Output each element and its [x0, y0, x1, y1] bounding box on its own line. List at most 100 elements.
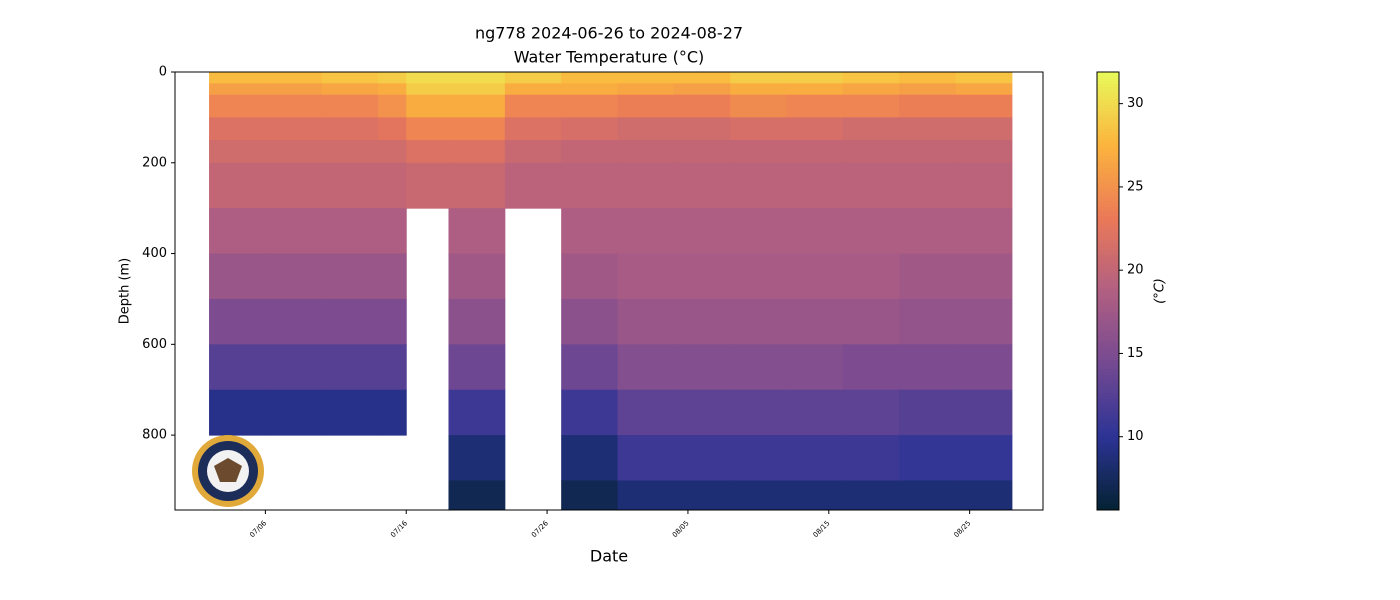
colorbar-swatch — [1097, 138, 1119, 142]
colorbar-swatch — [1097, 393, 1119, 397]
colorbar-swatch — [1097, 342, 1119, 346]
colorbar-swatch — [1097, 450, 1119, 454]
x-tick-label: 08/15 — [812, 519, 832, 539]
heat-cell — [265, 344, 323, 391]
colorbar-swatch — [1097, 309, 1119, 313]
colorbar-swatch — [1097, 468, 1119, 472]
heat-cell — [842, 94, 900, 118]
colorbar-swatch — [1097, 276, 1119, 280]
heat-cell — [786, 94, 844, 118]
heat-cell — [617, 253, 675, 300]
colorbar-swatch — [1097, 120, 1119, 124]
colorbar-swatch — [1097, 162, 1119, 166]
colorbar-swatch — [1097, 492, 1119, 496]
colorbar-swatch — [1097, 465, 1119, 469]
colorbar-tick-label: 25 — [1127, 179, 1144, 194]
colorbar-swatch — [1097, 486, 1119, 490]
heat-cell — [406, 162, 449, 209]
colorbar-swatch — [1097, 150, 1119, 154]
heat-cell — [448, 140, 506, 164]
heat-cell — [561, 344, 619, 391]
heat-cell — [786, 162, 844, 209]
heatmap — [209, 72, 1013, 511]
heat-cell — [265, 117, 323, 141]
colorbar-swatch — [1097, 270, 1119, 274]
colorbar-swatch — [1097, 420, 1119, 424]
heat-cell — [561, 72, 619, 84]
colorbar-swatch — [1097, 111, 1119, 115]
colorbar-swatch — [1097, 456, 1119, 460]
heat-cell — [730, 208, 788, 255]
colorbar-swatch — [1097, 414, 1119, 418]
heat-cell — [209, 83, 266, 96]
colorbar-swatch — [1097, 477, 1119, 481]
y-tick-label: 800 — [142, 428, 167, 443]
heat-cell — [955, 208, 1013, 255]
heat-cell — [321, 117, 379, 141]
colorbar-swatch — [1097, 417, 1119, 421]
heat-cell — [265, 83, 323, 96]
heat-cell — [321, 162, 379, 209]
colorbar-swatch — [1097, 222, 1119, 226]
heat-cell — [673, 344, 731, 391]
colorbar-swatch — [1097, 180, 1119, 184]
colorbar-swatch — [1097, 384, 1119, 388]
heat-cell — [617, 208, 675, 255]
colorbar-swatch — [1097, 207, 1119, 211]
heat-cell — [406, 83, 449, 96]
colorbar-swatch — [1097, 237, 1119, 241]
colorbar-swatch — [1097, 378, 1119, 382]
heat-cell — [842, 480, 900, 511]
heat-cell — [955, 117, 1013, 141]
colorbar-swatch — [1097, 399, 1119, 403]
heat-cell — [209, 298, 266, 345]
heat-cell — [617, 480, 675, 511]
colorbar-swatch — [1097, 411, 1119, 415]
heat-cell — [730, 83, 788, 96]
colorbar-swatch — [1097, 408, 1119, 412]
heat-cell — [673, 117, 731, 141]
heat-cell — [730, 389, 788, 436]
heat-cell — [673, 298, 731, 345]
heat-cell — [955, 162, 1013, 209]
heat-cell — [899, 162, 957, 209]
heat-cell — [842, 253, 900, 300]
colorbar-swatch — [1097, 375, 1119, 379]
colorbar-swatch — [1097, 330, 1119, 334]
heat-cell — [955, 83, 1013, 96]
x-tick-label: 07/06 — [248, 519, 268, 539]
colorbar-swatch — [1097, 216, 1119, 220]
colorbar-swatch — [1097, 423, 1119, 427]
heat-cell — [730, 162, 788, 209]
heat-cell — [378, 83, 407, 96]
heat-cell — [265, 208, 323, 255]
colorbar-swatch — [1097, 96, 1119, 100]
colorbar-swatch — [1097, 474, 1119, 478]
heat-cell — [321, 72, 379, 84]
heat-cell — [899, 344, 957, 391]
heat-cell — [673, 480, 731, 511]
heat-cell — [561, 435, 619, 481]
colorbar-swatch — [1097, 483, 1119, 487]
colorbar-swatch — [1097, 324, 1119, 328]
x-tick-label: 07/26 — [530, 519, 550, 539]
heat-cell — [730, 298, 788, 345]
colorbar-swatch — [1097, 90, 1119, 94]
heat-cell — [406, 94, 449, 118]
heat-cell — [899, 298, 957, 345]
colorbar-swatch — [1097, 405, 1119, 409]
colorbar-swatch — [1097, 126, 1119, 130]
chart-title: ng778 2024-06-26 to 2024-08-27 — [475, 24, 743, 43]
heat-cell — [321, 389, 379, 436]
colorbar-swatch — [1097, 396, 1119, 400]
y-tick-label: 400 — [142, 246, 167, 261]
colorbar-swatch — [1097, 258, 1119, 262]
heat-cell — [406, 140, 449, 164]
colorbar-swatch — [1097, 75, 1119, 79]
heat-cell — [673, 253, 731, 300]
colorbar-swatch — [1097, 507, 1119, 511]
heat-cell — [561, 94, 619, 118]
colorbar-swatch — [1097, 462, 1119, 466]
heat-cell — [378, 298, 407, 345]
colorbar-swatch — [1097, 210, 1119, 214]
